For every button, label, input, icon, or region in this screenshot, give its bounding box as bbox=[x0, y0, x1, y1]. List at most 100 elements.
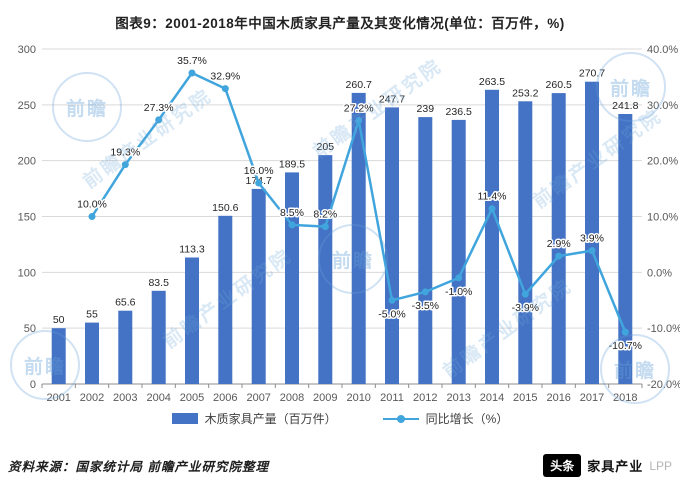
growth-point-2015 bbox=[521, 290, 529, 298]
growth-point-2010 bbox=[355, 117, 363, 124]
bar-label-2006: 150.6 bbox=[212, 202, 238, 214]
bar-2013 bbox=[451, 119, 466, 385]
x-label-2010: 2010 bbox=[346, 392, 370, 404]
left-axis-tick: 0 bbox=[30, 379, 36, 391]
line-swatch bbox=[382, 413, 419, 424]
right-axis-tick: -10.0% bbox=[647, 323, 680, 335]
growth-point-2016 bbox=[555, 252, 563, 260]
bar-2015 bbox=[518, 101, 533, 385]
legend-item-production: 木质家具产量（百万件） bbox=[171, 410, 337, 427]
left-axis-tick: 200 bbox=[18, 156, 36, 168]
left-axis-tick: 50 bbox=[24, 323, 36, 335]
bar-label-2002: 55 bbox=[86, 309, 98, 321]
growth-label-2009: 8.2% bbox=[313, 209, 337, 221]
x-label-2007: 2007 bbox=[246, 392, 270, 404]
bar-2016 bbox=[551, 93, 566, 384]
growth-label-2011: -5.0% bbox=[378, 308, 405, 320]
x-label-2016: 2016 bbox=[546, 392, 570, 404]
left-axis-tick: 250 bbox=[18, 100, 36, 112]
bar-label-2018: 241.8 bbox=[612, 100, 638, 112]
growth-label-2004: 27.3% bbox=[144, 102, 174, 114]
bar-label-2017: 270.7 bbox=[579, 68, 605, 80]
bar-label-2011: 247.7 bbox=[379, 93, 405, 105]
growth-point-2005 bbox=[188, 69, 196, 77]
right-axis-tick: -20.0% bbox=[647, 379, 680, 391]
bar-2017 bbox=[585, 81, 599, 384]
chart-legend: 木质家具产量（百万件） 同比增长（%） bbox=[0, 410, 680, 427]
growth-point-2011 bbox=[388, 296, 396, 304]
left-axis-tick: 150 bbox=[18, 212, 36, 224]
bar-label-2013: 236.5 bbox=[446, 106, 472, 118]
growth-label-2007: 16.0% bbox=[244, 165, 274, 177]
branding-block: 头条 家具产业 LPP bbox=[543, 454, 672, 477]
growth-point-2014 bbox=[488, 205, 496, 213]
growth-label-2005: 35.7% bbox=[177, 55, 207, 67]
right-axis-tick: 40.0% bbox=[647, 44, 678, 56]
x-label-2012: 2012 bbox=[413, 392, 437, 404]
bar-2010 bbox=[351, 92, 366, 385]
right-axis-tick: 20.0% bbox=[647, 156, 678, 168]
toutiao-badge: 头条 bbox=[543, 454, 582, 477]
growth-label-2008: 8.5% bbox=[280, 207, 304, 219]
growth-label-2013: -1.0% bbox=[445, 286, 472, 298]
bar-label-2001: 50 bbox=[53, 314, 65, 326]
x-label-2004: 2004 bbox=[146, 392, 170, 404]
x-label-2006: 2006 bbox=[213, 392, 237, 404]
brand-suffix: LPP bbox=[649, 458, 672, 473]
bar-2005 bbox=[185, 257, 199, 384]
bar-2002 bbox=[85, 322, 99, 384]
growth-point-2017 bbox=[588, 247, 596, 255]
growth-label-2017: 3.9% bbox=[580, 233, 604, 245]
x-label-2002: 2002 bbox=[80, 392, 104, 404]
chart-footer: 资料来源：国家统计局 前瞻产业研究院整理 头条 家具产业 LPP bbox=[0, 454, 680, 477]
left-axis-tick: 100 bbox=[18, 267, 36, 279]
bar-swatch bbox=[171, 413, 198, 424]
bar-label-2003: 65.6 bbox=[115, 297, 136, 309]
growth-point-2009 bbox=[321, 223, 329, 231]
growth-point-2007 bbox=[255, 179, 263, 187]
right-axis-tick: 0.0% bbox=[647, 267, 672, 279]
growth-point-2018 bbox=[621, 328, 629, 336]
bar-label-2008: 189.5 bbox=[279, 158, 305, 170]
growth-label-2003: 19.3% bbox=[110, 147, 140, 159]
bar-2006 bbox=[218, 215, 233, 384]
growth-label-2018: -10.7% bbox=[609, 340, 642, 352]
growth-label-2015: -3.9% bbox=[512, 302, 539, 314]
left-axis-tick: 300 bbox=[18, 44, 36, 56]
x-label-2003: 2003 bbox=[113, 392, 137, 404]
data-source-note: 资料来源：国家统计局 前瞻产业研究院整理 bbox=[8, 460, 269, 474]
legend-label-growth: 同比增长（%） bbox=[425, 412, 509, 426]
bar-2018 bbox=[618, 114, 633, 384]
bar-label-2014: 263.5 bbox=[479, 76, 505, 88]
bar-2014 bbox=[485, 89, 499, 385]
bar-2001 bbox=[51, 328, 66, 384]
bar-2007 bbox=[251, 188, 266, 384]
growth-label-2006: 32.9% bbox=[210, 71, 240, 83]
bar-label-2010: 260.7 bbox=[346, 79, 372, 91]
bar-2011 bbox=[385, 107, 399, 385]
brand-name: 家具产业 bbox=[587, 459, 644, 474]
x-label-2001: 2001 bbox=[46, 392, 70, 404]
chart-svg: 0 -20.0% 50 -10.0% 100 0.0% 150 10.0% 200 20.0% 25… bbox=[18, 44, 680, 404]
growth-label-2010: 27.2% bbox=[344, 103, 374, 115]
legend-label-production: 木质家具产量（百万件） bbox=[204, 412, 337, 426]
growth-label-2002: 10.0% bbox=[77, 199, 107, 211]
chart-title: 图表9：2001-2018年中国木质家具产量及其变化情况(单位：百万件，%) bbox=[115, 16, 565, 31]
bar-2008 bbox=[285, 172, 299, 384]
bar-2012 bbox=[418, 117, 433, 384]
x-label-2005: 2005 bbox=[180, 392, 204, 404]
bar-label-2009: 205 bbox=[317, 141, 335, 153]
x-label-2015: 2015 bbox=[513, 392, 537, 404]
growth-label-2014: 11.4% bbox=[478, 191, 507, 203]
bar-label-2005: 113.3 bbox=[179, 244, 205, 256]
bar-label-2016: 260.5 bbox=[546, 79, 572, 91]
growth-point-2013 bbox=[455, 274, 463, 282]
x-label-2013: 2013 bbox=[446, 392, 470, 404]
legend-item-growth: 同比增长（%） bbox=[382, 410, 509, 427]
x-label-2009: 2009 bbox=[313, 392, 337, 404]
growth-point-2003 bbox=[121, 161, 129, 169]
growth-point-2012 bbox=[421, 288, 429, 296]
bar-2004 bbox=[151, 290, 166, 384]
x-label-2017: 2017 bbox=[580, 392, 604, 404]
